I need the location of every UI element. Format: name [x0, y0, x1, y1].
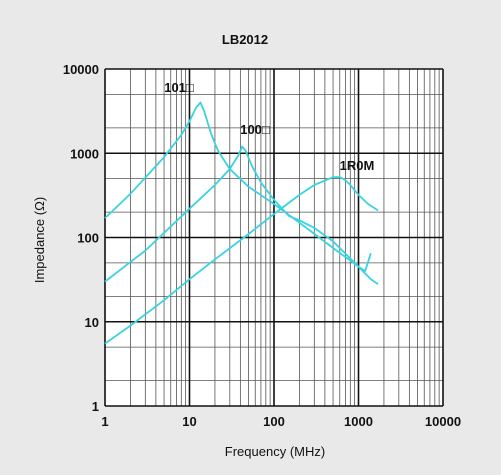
series-label: 101□: [164, 80, 194, 95]
series-line-3: [104, 176, 379, 345]
y-tick-label: 10: [85, 315, 99, 330]
series-label: 100□: [240, 122, 270, 137]
x-axis-label: Frequency (MHz): [225, 444, 325, 459]
series-layer: [104, 101, 379, 345]
x-tick-label: 1: [101, 414, 108, 429]
x-tick-label: 10000: [425, 414, 461, 429]
series-line-2: [104, 145, 379, 285]
y-tick-label: 100: [77, 231, 99, 246]
tick-labels: 1 10 100 1000 10000 1 10 100 1000 10000: [63, 62, 461, 429]
x-tick-label: 100: [263, 414, 285, 429]
major-gridlines: [104, 68, 444, 407]
y-tick-label: 1000: [70, 146, 99, 161]
x-tick-label: 1000: [344, 414, 373, 429]
y-tick-label: 1: [92, 399, 99, 414]
series-line-1: [104, 101, 372, 272]
series-labels: 101□ 100□ 1R0M: [164, 80, 374, 173]
x-tick-label: 10: [182, 414, 196, 429]
series-label: 1R0M: [340, 158, 375, 173]
chart-title: LB2012: [222, 32, 268, 47]
y-tick-label: 10000: [63, 62, 99, 77]
y-axis-label: Impedance (Ω): [32, 197, 47, 283]
